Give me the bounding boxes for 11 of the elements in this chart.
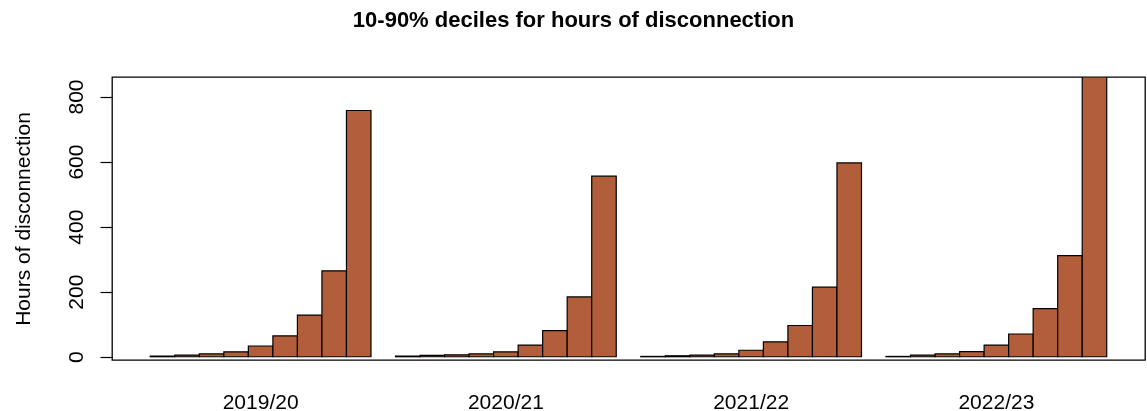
x-tick-label: 2019/20	[222, 389, 299, 411]
x-tick-label: 2022/23	[958, 389, 1035, 411]
y-tick-label: 400	[63, 209, 87, 245]
chart-title: 10-90% deciles for hours of disconnection	[352, 7, 795, 32]
y-tick-label: 200	[63, 274, 87, 310]
y-tick-label: 600	[63, 144, 87, 180]
x-tick-label: 2021/22	[713, 389, 790, 411]
y-tick-label: 800	[63, 79, 87, 115]
y-axis-title: Hours of disconnection	[10, 112, 34, 326]
x-tick-label: 2020/21	[467, 389, 544, 411]
y-tick-label: 0	[63, 351, 87, 364]
